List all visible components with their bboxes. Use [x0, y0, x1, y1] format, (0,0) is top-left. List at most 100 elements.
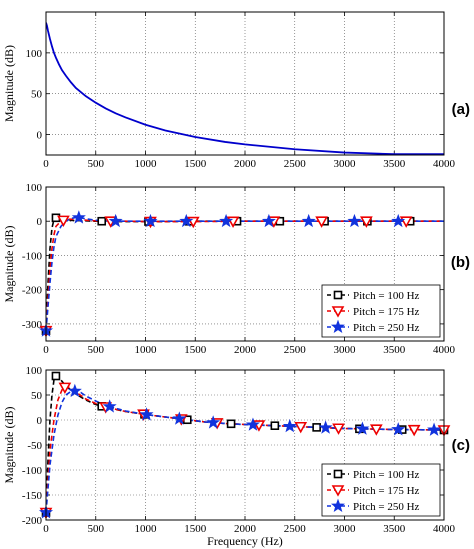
y-tick-label: -200	[22, 285, 43, 297]
y-tick-label: 0	[37, 415, 43, 427]
series-marker	[332, 423, 345, 435]
y-tick-label: 0	[37, 130, 43, 142]
x-tick-label: 0	[43, 523, 49, 535]
series-marker	[71, 210, 86, 224]
legend-marker	[333, 469, 343, 479]
series-marker	[97, 216, 107, 226]
series-marker	[391, 422, 406, 436]
subplot-a: 0 500 1000 1500 2000 2500 3000 3500 4000 0 50 100 Ma…	[2, 11, 456, 170]
legend-entry-label: Pitch = 100 Hz	[353, 290, 420, 302]
axes-frame	[45, 369, 445, 521]
series-marker	[51, 371, 61, 381]
series-marker	[360, 216, 373, 228]
legend-marker	[331, 306, 345, 318]
x-tick-label: 3500	[383, 158, 406, 170]
series-marker	[67, 383, 82, 398]
x-tick-label: 0	[43, 344, 49, 356]
x-tick-label: 2500	[284, 344, 307, 356]
series-line	[46, 22, 444, 155]
series-marker	[108, 213, 123, 228]
series-marker	[282, 418, 297, 433]
legend-entry-label: Pitch = 100 Hz	[353, 469, 420, 481]
legend-entry-label: Pitch = 175 Hz	[353, 306, 420, 318]
legend-entry-label: Pitch = 175 Hz	[353, 485, 420, 497]
series-line	[46, 216, 444, 331]
y-tick-label: -100	[22, 250, 43, 262]
x-tick-label: 1500	[184, 344, 207, 356]
series-marker	[312, 423, 321, 432]
series-marker	[139, 407, 154, 421]
x-tick-label: 2000	[234, 523, 257, 535]
series-marker	[355, 421, 370, 435]
series-marker	[407, 424, 421, 437]
x-tick-label: 2500	[284, 523, 307, 535]
x-tick-label: 500	[88, 523, 105, 535]
series-marker	[347, 213, 362, 228]
x-tick-label: 1000	[135, 344, 158, 356]
legend: Pitch = 100 Hz Pitch = 175 Hz Pitch = 250 …	[321, 284, 441, 338]
panel-label-a: (a)	[452, 101, 470, 118]
series-marker	[226, 419, 236, 429]
legend: Pitch = 100 Hz Pitch = 175 Hz Pitch = 250 …	[321, 463, 441, 517]
series-marker	[179, 213, 194, 228]
y-tick-label: 100	[26, 365, 43, 377]
panel-label-b: (b)	[451, 254, 470, 271]
x-tick-label: 4000	[433, 158, 456, 170]
y-tick-label: 50	[31, 89, 43, 101]
x-tick-label: 1000	[135, 523, 158, 535]
y-axis-label: Magnitude (dB)	[2, 407, 16, 484]
y-tick-label: -150	[22, 490, 43, 502]
series-marker	[206, 415, 221, 429]
series-marker	[261, 213, 276, 228]
x-tick-label: 3500	[383, 344, 406, 356]
x-tick-label: 1500	[184, 158, 207, 170]
legend-marker	[330, 319, 346, 333]
series-marker	[57, 215, 70, 228]
legend-entry-label: Pitch = 250 Hz	[353, 322, 420, 334]
series-marker	[270, 421, 280, 431]
series-marker	[391, 213, 406, 228]
y-tick-label: -300	[22, 319, 43, 331]
y-tick-label: -200	[22, 515, 43, 527]
x-tick-label: 3000	[334, 344, 357, 356]
y-axis-label: Magnitude (dB)	[2, 226, 16, 303]
x-tick-label: 1500	[184, 523, 207, 535]
x-tick-label: 2500	[284, 158, 307, 170]
series-marker	[427, 422, 442, 436]
x-tick-label: 3000	[334, 523, 357, 535]
legend-marker	[333, 290, 343, 300]
x-tick-label: 3000	[334, 158, 357, 170]
x-tick-label: 4000	[433, 523, 456, 535]
series-marker	[301, 213, 316, 228]
series-marker	[369, 424, 383, 436]
x-tick-label: 500	[88, 344, 105, 356]
x-tick-label: 1000	[135, 158, 158, 170]
subplot-c: 0 500 1000 1500 2000 2500 3000 3500 4000-200-150…	[2, 365, 456, 535]
x-tick-label: 4000	[433, 344, 456, 356]
subplot-b: 0 500 1000 1500 2000 2500 3000 3500 4000-300-200…	[2, 182, 456, 356]
x-tick-label: 500	[88, 158, 105, 170]
series-marker	[318, 420, 333, 434]
series-marker	[315, 216, 328, 228]
plot-area	[46, 22, 444, 155]
y-tick-label: -100	[22, 465, 43, 477]
x-tick-label: 2000	[234, 344, 257, 356]
legend-marker	[331, 485, 345, 497]
series-marker	[58, 382, 72, 395]
y-tick-label: 0	[37, 216, 43, 228]
x-tick-label: 2000	[234, 158, 257, 170]
series-marker	[102, 399, 117, 413]
axes-frame	[45, 11, 445, 156]
series-marker	[245, 417, 260, 431]
legend-entry-label: Pitch = 250 Hz	[353, 501, 420, 513]
series-marker	[143, 213, 158, 228]
y-tick-label: 100	[26, 182, 43, 194]
panel-label-c: (c)	[452, 437, 470, 454]
series-marker	[219, 213, 234, 228]
x-tick-label: 3500	[383, 523, 406, 535]
y-tick-label: -50	[27, 440, 42, 452]
y-tick-label: 100	[26, 48, 43, 60]
x-axis-label: Frequency (Hz)	[207, 534, 283, 548]
series-marker	[294, 421, 308, 434]
